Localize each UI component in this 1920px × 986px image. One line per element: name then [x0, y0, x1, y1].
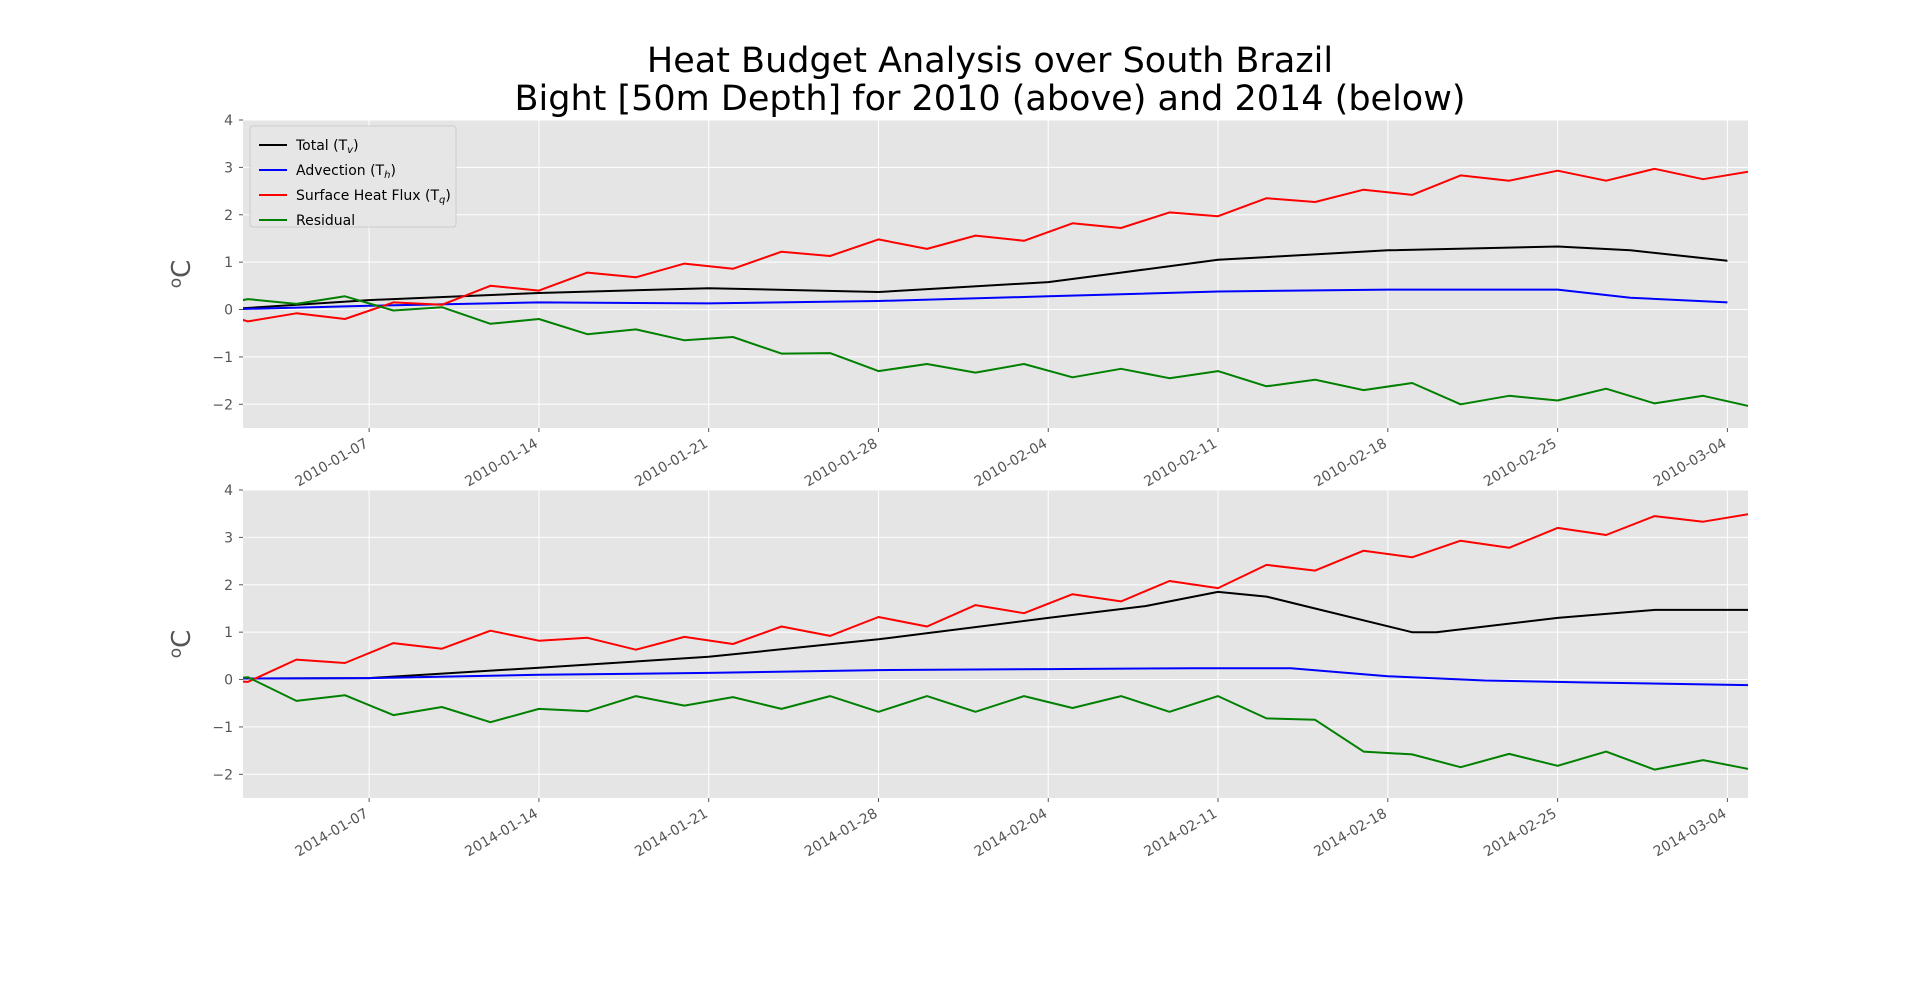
legend: Total (Tv) Advection (Th) Surface Heat Flu…	[249, 125, 457, 229]
panel-1: −2 −1 0 1 2 3 4 2010-01-07 2010-01-14 2010-01-21 2…	[166, 113, 1748, 491]
series-line-residual	[243, 676, 1748, 771]
y-tick-label: 1	[224, 625, 233, 641]
series-line-advection-th	[243, 288, 1728, 310]
series-layer	[243, 513, 1748, 771]
y-tick-label: 4	[224, 483, 233, 499]
x-tick-label: 2014-02-18	[1311, 806, 1389, 861]
x-tick-label: 2014-02-25	[1481, 806, 1559, 861]
y-tick-label: 2	[224, 578, 233, 594]
y-tick-label: −1	[212, 720, 233, 736]
legend-label-residual: Residual	[296, 213, 355, 229]
legend-label-surface: Surface Heat Flux (Tq)	[296, 188, 451, 206]
x-tick-label: 2014-01-21	[632, 806, 710, 861]
figure-title-line-2: Bight [50m Depth] for 2010 (above) and 2…	[515, 79, 1466, 119]
series-line-total-tv	[243, 590, 1748, 680]
y-tick-label: 0	[224, 673, 233, 689]
x-tick-label: 2014-01-28	[802, 806, 880, 861]
x-tick-label: 2010-01-21	[632, 436, 710, 491]
figure-title-line-1: Heat Budget Analysis over South Brazil	[647, 41, 1333, 81]
x-tick-label: 2014-02-11	[1142, 806, 1220, 861]
x-tick-label: 2010-01-28	[802, 436, 880, 491]
x-tick-label: 2010-02-11	[1142, 436, 1220, 491]
y-tick-label: −1	[212, 350, 233, 366]
y-tick-label: 3	[224, 160, 233, 176]
x-tick-label: 2010-02-25	[1481, 436, 1559, 491]
y-tick-label: 4	[224, 113, 233, 129]
series-line-surface-heat-flux-tq	[243, 513, 1748, 683]
y-tick-label: 2	[224, 208, 233, 224]
series-layer	[243, 167, 1748, 407]
series-line-total-tv	[243, 245, 1728, 310]
x-tick-label: 2010-01-14	[462, 436, 541, 491]
x-tick-label: 2010-03-04	[1651, 436, 1730, 491]
series-line-advection-th	[243, 667, 1748, 687]
y-axis-label: oC	[166, 260, 197, 289]
y-tick-label: −2	[212, 767, 233, 783]
y-tick-label: 1	[224, 255, 233, 271]
legend-label-advection: Advection (Th)	[296, 163, 396, 181]
y-tick-label: −2	[212, 397, 233, 413]
plot-area	[243, 120, 1748, 428]
y-tick-label: 3	[224, 530, 233, 546]
x-tick-label: 2014-02-04	[972, 806, 1051, 861]
x-tick-label: 2014-03-04	[1651, 806, 1730, 861]
series-line-residual	[243, 295, 1748, 407]
x-tick-label: 2010-02-04	[972, 436, 1051, 491]
y-tick-label: 0	[224, 303, 233, 319]
plot-area	[243, 490, 1748, 798]
legend-box	[249, 125, 457, 228]
x-tick-label: 2010-01-07	[293, 436, 371, 491]
y-axis-label: oC	[166, 630, 197, 659]
panel-2: −2 −1 0 1 2 3 4 2014-01-07 2014-01-14 2014-01-21 2…	[166, 483, 1748, 861]
legend-label-total: Total (Tv)	[295, 138, 359, 156]
series-line-surface-heat-flux-tq	[243, 167, 1748, 323]
x-tick-label: 2014-01-07	[293, 806, 371, 861]
x-tick-label: 2010-02-18	[1311, 436, 1389, 491]
x-tick-label: 2014-01-14	[462, 806, 541, 861]
